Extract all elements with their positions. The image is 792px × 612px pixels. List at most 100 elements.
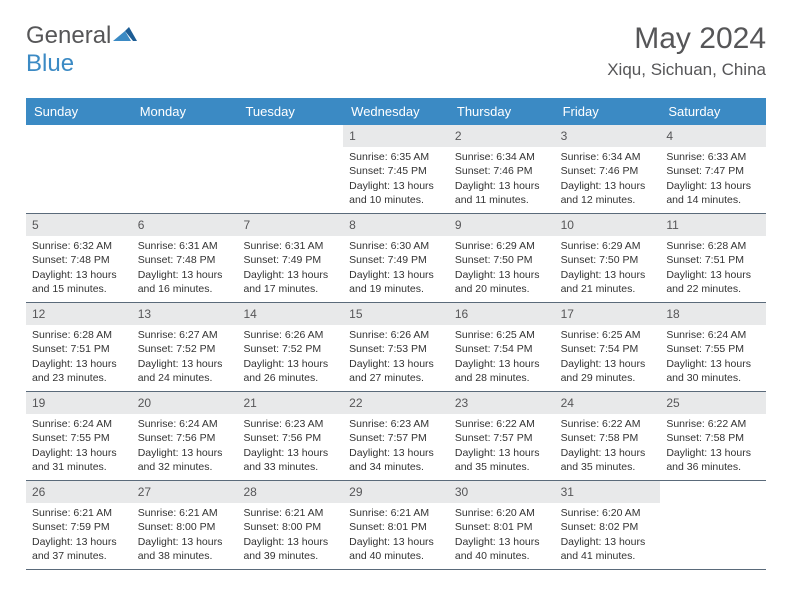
calendar-day: 27Sunrise: 6:21 AMSunset: 8:00 PMDayligh… [132, 481, 238, 569]
day-number: 7 [237, 214, 343, 236]
day-number: 1 [343, 125, 449, 147]
day-number: 17 [555, 303, 661, 325]
day-details: Sunrise: 6:21 AMSunset: 8:01 PMDaylight:… [343, 503, 449, 569]
day-number: 29 [343, 481, 449, 503]
day-details: Sunrise: 6:24 AMSunset: 7:55 PMDaylight:… [26, 414, 132, 480]
logo-text-b: Blue [26, 50, 74, 77]
logo-text-a: General [26, 22, 111, 49]
weekday-header: Saturday [660, 98, 766, 125]
calendar-day: 8Sunrise: 6:30 AMSunset: 7:49 PMDaylight… [343, 214, 449, 302]
day-number: 21 [237, 392, 343, 414]
calendar-empty [237, 125, 343, 213]
day-details: Sunrise: 6:21 AMSunset: 8:00 PMDaylight:… [237, 503, 343, 569]
day-number: 9 [449, 214, 555, 236]
day-details: Sunrise: 6:21 AMSunset: 8:00 PMDaylight:… [132, 503, 238, 569]
day-number: 10 [555, 214, 661, 236]
day-details: Sunrise: 6:22 AMSunset: 7:57 PMDaylight:… [449, 414, 555, 480]
page-title: May 2024 [607, 22, 766, 56]
day-number: 12 [26, 303, 132, 325]
calendar-day: 23Sunrise: 6:22 AMSunset: 7:57 PMDayligh… [449, 392, 555, 480]
calendar-day: 28Sunrise: 6:21 AMSunset: 8:00 PMDayligh… [237, 481, 343, 569]
calendar-row: 26Sunrise: 6:21 AMSunset: 7:59 PMDayligh… [26, 481, 766, 570]
calendar-day: 22Sunrise: 6:23 AMSunset: 7:57 PMDayligh… [343, 392, 449, 480]
day-number: 5 [26, 214, 132, 236]
day-details: Sunrise: 6:31 AMSunset: 7:49 PMDaylight:… [237, 236, 343, 302]
day-details: Sunrise: 6:20 AMSunset: 8:01 PMDaylight:… [449, 503, 555, 569]
day-number: 22 [343, 392, 449, 414]
day-details: Sunrise: 6:25 AMSunset: 7:54 PMDaylight:… [449, 325, 555, 391]
calendar-day: 16Sunrise: 6:25 AMSunset: 7:54 PMDayligh… [449, 303, 555, 391]
flag-icon [113, 25, 139, 43]
day-details: Sunrise: 6:23 AMSunset: 7:57 PMDaylight:… [343, 414, 449, 480]
day-details: Sunrise: 6:23 AMSunset: 7:56 PMDaylight:… [237, 414, 343, 480]
weekday-header: Thursday [449, 98, 555, 125]
day-details: Sunrise: 6:21 AMSunset: 7:59 PMDaylight:… [26, 503, 132, 569]
calendar-empty [660, 481, 766, 569]
title-block: May 2024 Xiqu, Sichuan, China [607, 22, 766, 80]
day-details: Sunrise: 6:24 AMSunset: 7:56 PMDaylight:… [132, 414, 238, 480]
day-number: 14 [237, 303, 343, 325]
calendar-day: 11Sunrise: 6:28 AMSunset: 7:51 PMDayligh… [660, 214, 766, 302]
calendar-day: 10Sunrise: 6:29 AMSunset: 7:50 PMDayligh… [555, 214, 661, 302]
calendar: SundayMondayTuesdayWednesdayThursdayFrid… [26, 98, 766, 570]
day-details: Sunrise: 6:34 AMSunset: 7:46 PMDaylight:… [555, 147, 661, 213]
day-details: Sunrise: 6:22 AMSunset: 7:58 PMDaylight:… [555, 414, 661, 480]
day-number: 3 [555, 125, 661, 147]
weekday-header: Friday [555, 98, 661, 125]
calendar-day: 29Sunrise: 6:21 AMSunset: 8:01 PMDayligh… [343, 481, 449, 569]
calendar-day: 5Sunrise: 6:32 AMSunset: 7:48 PMDaylight… [26, 214, 132, 302]
calendar-row: 19Sunrise: 6:24 AMSunset: 7:55 PMDayligh… [26, 392, 766, 481]
day-details: Sunrise: 6:24 AMSunset: 7:55 PMDaylight:… [660, 325, 766, 391]
location: Xiqu, Sichuan, China [607, 60, 766, 80]
calendar-day: 7Sunrise: 6:31 AMSunset: 7:49 PMDaylight… [237, 214, 343, 302]
calendar-day: 4Sunrise: 6:33 AMSunset: 7:47 PMDaylight… [660, 125, 766, 213]
day-number: 2 [449, 125, 555, 147]
calendar-day: 17Sunrise: 6:25 AMSunset: 7:54 PMDayligh… [555, 303, 661, 391]
calendar-day: 14Sunrise: 6:26 AMSunset: 7:52 PMDayligh… [237, 303, 343, 391]
calendar-empty [132, 125, 238, 213]
calendar-day: 15Sunrise: 6:26 AMSunset: 7:53 PMDayligh… [343, 303, 449, 391]
day-number: 8 [343, 214, 449, 236]
day-details: Sunrise: 6:34 AMSunset: 7:46 PMDaylight:… [449, 147, 555, 213]
calendar-day: 2Sunrise: 6:34 AMSunset: 7:46 PMDaylight… [449, 125, 555, 213]
header: GeneralBlue May 2024 Xiqu, Sichuan, Chin… [26, 22, 766, 80]
calendar-day: 26Sunrise: 6:21 AMSunset: 7:59 PMDayligh… [26, 481, 132, 569]
weekday-header: Tuesday [237, 98, 343, 125]
calendar-day: 3Sunrise: 6:34 AMSunset: 7:46 PMDaylight… [555, 125, 661, 213]
calendar-day: 1Sunrise: 6:35 AMSunset: 7:45 PMDaylight… [343, 125, 449, 213]
day-details: Sunrise: 6:22 AMSunset: 7:58 PMDaylight:… [660, 414, 766, 480]
day-details: Sunrise: 6:35 AMSunset: 7:45 PMDaylight:… [343, 147, 449, 213]
weekday-header: Monday [132, 98, 238, 125]
day-number: 24 [555, 392, 661, 414]
day-number: 16 [449, 303, 555, 325]
day-details: Sunrise: 6:31 AMSunset: 7:48 PMDaylight:… [132, 236, 238, 302]
day-number: 27 [132, 481, 238, 503]
weekday-header: Wednesday [343, 98, 449, 125]
day-number: 18 [660, 303, 766, 325]
day-details: Sunrise: 6:32 AMSunset: 7:48 PMDaylight:… [26, 236, 132, 302]
day-number: 26 [26, 481, 132, 503]
day-number: 20 [132, 392, 238, 414]
calendar-row: 5Sunrise: 6:32 AMSunset: 7:48 PMDaylight… [26, 214, 766, 303]
calendar-day: 31Sunrise: 6:20 AMSunset: 8:02 PMDayligh… [555, 481, 661, 569]
day-number: 6 [132, 214, 238, 236]
day-number: 4 [660, 125, 766, 147]
day-details: Sunrise: 6:30 AMSunset: 7:49 PMDaylight:… [343, 236, 449, 302]
calendar-day: 24Sunrise: 6:22 AMSunset: 7:58 PMDayligh… [555, 392, 661, 480]
day-number: 25 [660, 392, 766, 414]
weekday-header: Sunday [26, 98, 132, 125]
day-number: 28 [237, 481, 343, 503]
calendar-day: 18Sunrise: 6:24 AMSunset: 7:55 PMDayligh… [660, 303, 766, 391]
day-details: Sunrise: 6:28 AMSunset: 7:51 PMDaylight:… [26, 325, 132, 391]
calendar-day: 20Sunrise: 6:24 AMSunset: 7:56 PMDayligh… [132, 392, 238, 480]
day-number: 13 [132, 303, 238, 325]
day-details: Sunrise: 6:20 AMSunset: 8:02 PMDaylight:… [555, 503, 661, 569]
day-number: 23 [449, 392, 555, 414]
calendar-row: 12Sunrise: 6:28 AMSunset: 7:51 PMDayligh… [26, 303, 766, 392]
calendar-day: 12Sunrise: 6:28 AMSunset: 7:51 PMDayligh… [26, 303, 132, 391]
day-details: Sunrise: 6:29 AMSunset: 7:50 PMDaylight:… [555, 236, 661, 302]
calendar-row: 1Sunrise: 6:35 AMSunset: 7:45 PMDaylight… [26, 125, 766, 214]
calendar-body: 1Sunrise: 6:35 AMSunset: 7:45 PMDaylight… [26, 125, 766, 570]
day-details: Sunrise: 6:25 AMSunset: 7:54 PMDaylight:… [555, 325, 661, 391]
calendar-day: 25Sunrise: 6:22 AMSunset: 7:58 PMDayligh… [660, 392, 766, 480]
